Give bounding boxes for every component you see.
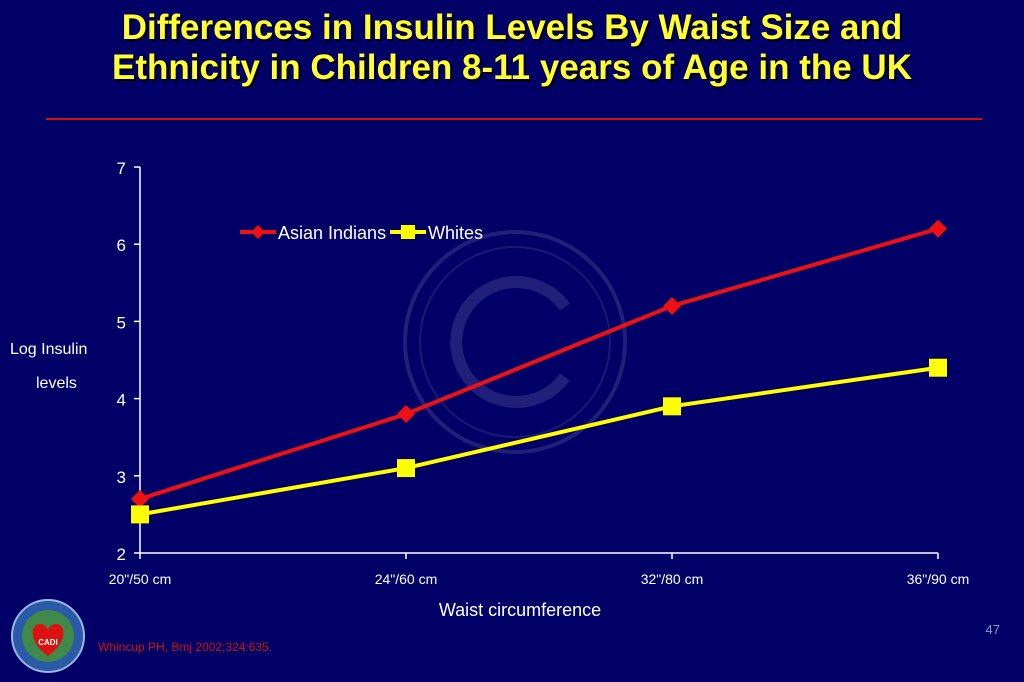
svg-text:CADI: CADI — [38, 638, 58, 647]
cadi-logo-icon: CADI — [11, 599, 85, 673]
citation: Whincup PH, Bmj 2002;324:635. — [98, 640, 273, 654]
data-point-asian-indians — [929, 219, 947, 238]
x-tick-label: 20"/50 cm — [109, 571, 172, 587]
legend-label-whites: Whites — [428, 223, 483, 243]
title-line-2: Ethnicity in Children 8-11 years of Age … — [112, 48, 912, 87]
x-tick-label: 24"/60 cm — [375, 571, 438, 587]
y-tick-label: 5 — [117, 313, 126, 332]
x-axis-title: Waist circumference — [438, 600, 602, 620]
data-point-whites — [397, 459, 415, 478]
legend-label-asian-indians: Asian Indians — [278, 223, 386, 243]
chart-axes: 2 3 4 5 6 7 20"/50 cm 24"/60 cm 32"/80 cm 36"/90 … — [109, 159, 970, 587]
series-line-asian-indians — [139, 226, 939, 501]
x-tick-label: 36"/90 cm — [907, 571, 970, 587]
y-tick-label: 7 — [117, 159, 126, 178]
title-divider — [46, 118, 982, 120]
legend-marker-whites — [401, 225, 415, 239]
y-axis-title-line-1: Log Insulin — [10, 341, 88, 358]
slide-title: Differences in Insulin Levels By Waist S… — [0, 8, 1024, 88]
y-axis-title-line-2: levels — [36, 375, 77, 392]
legend-marker-asian-indians — [251, 225, 265, 239]
data-point-whites — [131, 505, 149, 524]
y-tick-label: 6 — [117, 236, 126, 255]
y-tick-label: 2 — [117, 545, 126, 564]
y-tick-label: 3 — [117, 468, 126, 487]
x-tick-label: 32"/80 cm — [641, 571, 704, 587]
data-point-asian-indians — [131, 489, 149, 508]
data-point-whites — [663, 397, 681, 416]
y-tick-label: 4 — [117, 391, 126, 410]
chart-lines — [131, 219, 947, 524]
title-line-1: Differences in Insulin Levels By Waist S… — [121, 8, 903, 47]
y-axis-title: Log Insulin levels — [10, 333, 114, 401]
data-point-asian-indians — [663, 296, 681, 315]
data-point-whites — [929, 358, 947, 377]
copyright-watermark-icon — [403, 230, 627, 454]
chart-legend: Asian Indians Whites — [240, 223, 483, 243]
series-line-whites — [139, 365, 939, 517]
data-point-asian-indians — [397, 405, 415, 424]
page-number: 47 — [985, 622, 1000, 637]
